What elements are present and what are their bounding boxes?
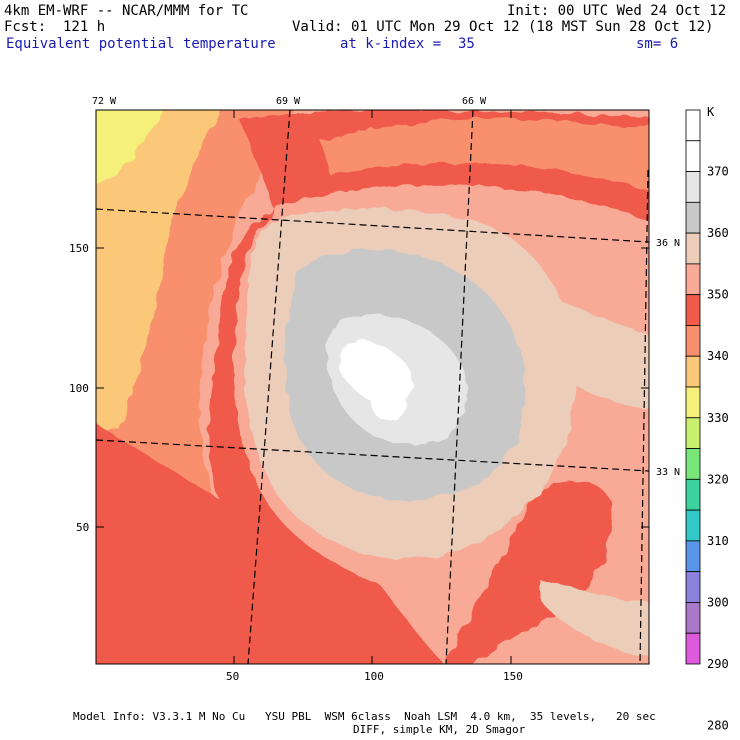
colorbar-swatch (685, 294, 701, 326)
colorbar-label: 290 (707, 657, 729, 671)
colorbar-label: 370 (707, 165, 729, 179)
colorbar-swatch (685, 171, 701, 203)
colorbar-swatch (685, 417, 701, 449)
red-east-lobe (443, 481, 611, 664)
colorbar-label: 360 (707, 226, 729, 240)
model-title: 4km EM-WRF -- NCAR/MMM for TC (4, 3, 249, 19)
colorbar-label: 300 (707, 595, 729, 609)
red-band-north (96, 110, 649, 664)
lat-label-36n: 36 N (656, 238, 680, 249)
colorbar-label: 310 (707, 534, 729, 548)
theta-e-field (96, 110, 649, 664)
colorbar-swatch (685, 263, 701, 296)
colorbar-swatch (685, 232, 701, 265)
colorbar-swatch (685, 355, 701, 388)
colorbar-unit: K (707, 105, 715, 119)
colorbar-label: 280 (707, 719, 729, 733)
y-tick-50: 50 (76, 521, 89, 534)
colorbar-swatch (685, 386, 701, 419)
init-time: Init: 00 UTC Wed 24 Oct 12 (507, 3, 727, 19)
colorbar-swatch (685, 632, 701, 665)
x-tick-50: 50 (226, 670, 239, 683)
footer-model-info: Model Info: V3.3.1 M No Cu YSU PBL WSM 6… (73, 710, 656, 723)
colorbar-swatch (685, 109, 701, 142)
colorbar-swatch (685, 571, 701, 603)
x-tick-100: 100 (364, 670, 384, 683)
colorbar-label: 350 (707, 288, 729, 302)
colorbar-swatch (685, 201, 701, 234)
tan-tail-south (540, 580, 649, 658)
white-core (337, 341, 414, 405)
graticule (96, 110, 649, 664)
white-spot (370, 395, 409, 421)
valid-time: Valid: 01 UTC Mon 29 Oct 12 (18 MST Sun … (292, 19, 714, 35)
lon-label-69w: 69 W (276, 96, 301, 107)
colorbar-label: 330 (707, 411, 729, 425)
orange-band-northeast (320, 118, 649, 192)
y-tick-100: 100 (69, 382, 89, 395)
colorbar-swatch (685, 478, 701, 511)
tan-tail-east (560, 300, 649, 409)
yellow-orange-region (96, 110, 224, 430)
lon-label-72w: 72 W (92, 96, 117, 107)
colorbar-label: 320 (707, 472, 729, 486)
smoothing: sm= 6 (636, 36, 679, 52)
footer-diffusion: DIFF, simple KM, 2D Smagor (353, 723, 526, 736)
colorbar-label: 340 (707, 349, 729, 363)
k-index: at k-index = 35 (340, 36, 475, 52)
field-name: Equivalent potential temperature (6, 36, 276, 52)
colorbar: 370 360 350 340 330 320 310 300 290 280 K (685, 105, 729, 733)
colorbar-swatch (685, 509, 701, 542)
colorbar-swatch (685, 602, 701, 634)
lon-label-66w: 66 W (462, 96, 487, 107)
axis-ticks (96, 110, 649, 664)
colorbar-swatch (685, 448, 701, 480)
colorbar-swatch (685, 325, 701, 357)
colorbar-swatch (685, 540, 701, 573)
x-tick-150: 150 (503, 670, 523, 683)
forecast-hour: Fcst: 121 h (4, 19, 106, 35)
y-tick-150: 150 (69, 242, 89, 255)
colorbar-swatch (685, 140, 701, 172)
yellow-region (96, 110, 164, 184)
lat-label-33n: 33 N (656, 467, 680, 478)
